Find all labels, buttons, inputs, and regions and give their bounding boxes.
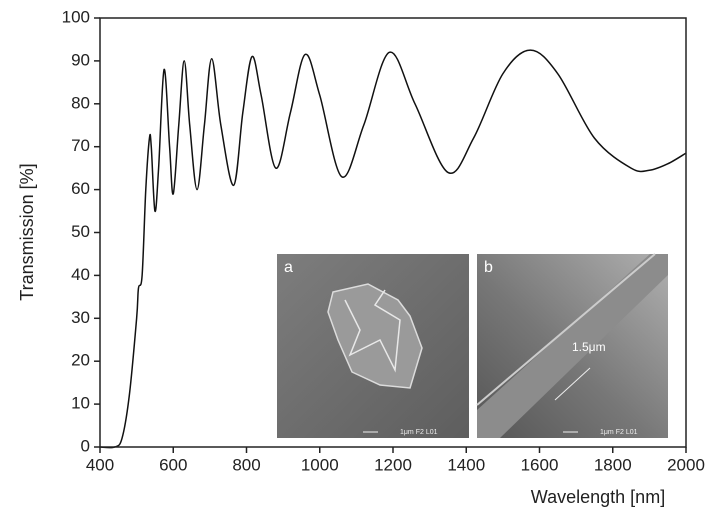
- y-tick-label: 90: [71, 50, 90, 69]
- inset-label: b: [484, 259, 493, 276]
- x-tick-label: 600: [159, 455, 187, 474]
- y-tick-label: 50: [71, 222, 90, 241]
- x-tick-label: 2000: [667, 455, 705, 474]
- inset-b: b 1.5μm 1μm F2 L01: [476, 253, 668, 438]
- y-tick-label: 40: [71, 265, 90, 284]
- inset-annotation: 1.5μm: [572, 340, 606, 354]
- inset-scale-text: 1μm F2 L01: [600, 429, 638, 436]
- y-tick-label: 80: [71, 93, 90, 112]
- x-tick-label: 400: [86, 455, 114, 474]
- x-tick-label: 800: [232, 455, 260, 474]
- y-tick-label: 10: [71, 394, 90, 413]
- x-axis-title: Wavelength [nm]: [531, 487, 665, 507]
- y-tick-label: 0: [81, 436, 90, 455]
- inset-label: a: [284, 259, 293, 276]
- x-tick-label: 1800: [594, 455, 632, 474]
- x-tick-label: 1000: [301, 455, 339, 474]
- x-tick-label: 1200: [374, 455, 412, 474]
- y-tick-label: 20: [71, 351, 90, 370]
- line: [99, 49, 687, 449]
- y-tick-label: 70: [71, 136, 90, 155]
- inset-a: a 1μm F2 L01: [277, 254, 469, 438]
- x-tick-label: 1600: [521, 455, 559, 474]
- y-tick-label: 60: [71, 179, 90, 198]
- inset-scale-text: 1μm F2 L01: [400, 429, 438, 436]
- y-axis-title: Transmission [%]: [17, 163, 37, 300]
- x-tick-label: 1400: [447, 455, 485, 474]
- y-tick-label: 100: [62, 7, 90, 26]
- y-tick-label: 30: [71, 308, 90, 327]
